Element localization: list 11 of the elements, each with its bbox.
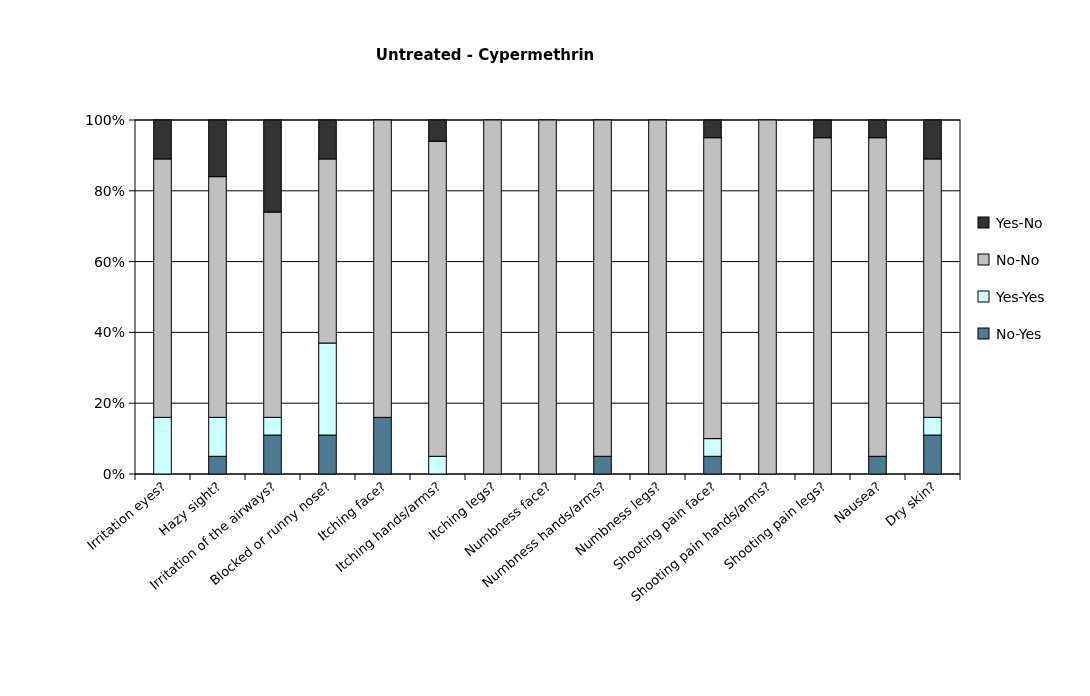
chart-title: Untreated - Cypermethrin bbox=[375, 46, 595, 64]
legend-label: Yes-No bbox=[995, 214, 1043, 231]
y-tick-label: 20% bbox=[93, 395, 125, 412]
y-tick-label: 80% bbox=[93, 182, 125, 199]
legend-label: Yes-Yes bbox=[995, 288, 1045, 305]
y-tick-label: 60% bbox=[93, 253, 125, 270]
legend-label: No-No bbox=[996, 251, 1040, 268]
y-tick-label: 0% bbox=[102, 465, 125, 482]
y-tick-label: 40% bbox=[93, 324, 125, 341]
y-tick-label: 100% bbox=[84, 111, 125, 128]
legend-label: No-Yes bbox=[996, 325, 1042, 342]
